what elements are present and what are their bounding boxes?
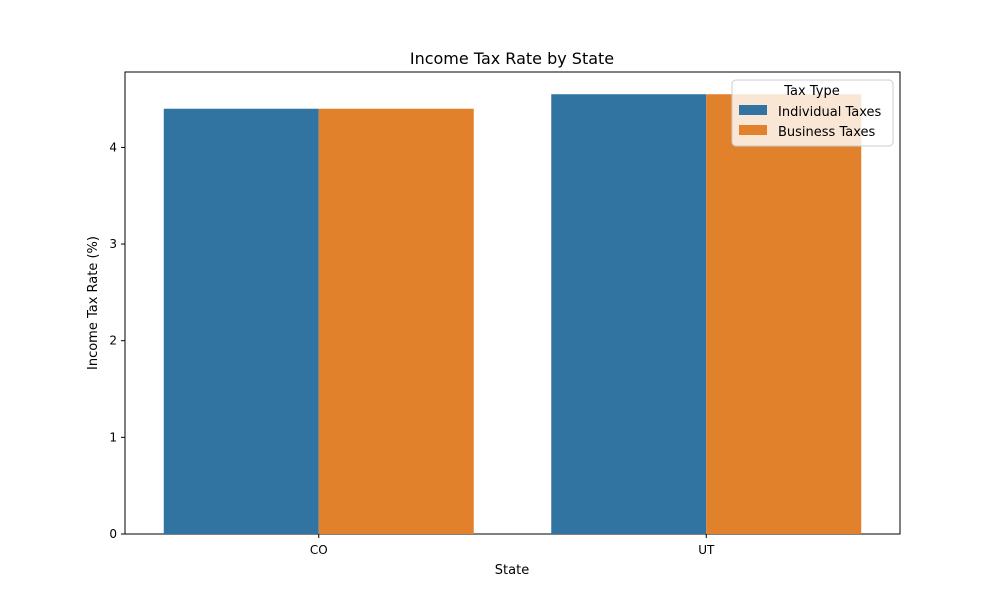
y-tick-label: 2 xyxy=(109,334,117,348)
legend-label-individual-taxes: Individual Taxes xyxy=(778,105,881,120)
bar-individual-taxes-co xyxy=(163,108,319,535)
legend: Tax Type Individual Taxes Business Taxes xyxy=(731,79,894,147)
y-tick-label: 1 xyxy=(109,430,117,444)
chart-title: Income Tax Rate by State xyxy=(410,49,614,68)
y-tick-label: 0 xyxy=(109,527,117,541)
y-axis: 0 1 2 3 4 xyxy=(109,140,125,541)
y-tick-label: 4 xyxy=(109,140,117,154)
bar-business-taxes-ut xyxy=(706,94,862,534)
x-axis-label: State xyxy=(495,563,529,578)
legend-box xyxy=(731,79,894,147)
bars-layer xyxy=(163,94,862,535)
x-tick-label-co: CO xyxy=(310,543,328,557)
legend-swatch-business-taxes xyxy=(739,125,767,135)
legend-swatch-individual-taxes xyxy=(739,105,767,115)
legend-title: Tax Type xyxy=(783,84,839,99)
bar-individual-taxes-ut xyxy=(551,94,707,534)
legend-label-business-taxes: Business Taxes xyxy=(778,125,876,140)
y-tick-label: 3 xyxy=(109,237,117,251)
bar-business-taxes-co xyxy=(318,108,474,535)
plot-frame xyxy=(124,71,901,535)
x-axis: CO UT xyxy=(310,534,715,557)
x-tick-label-ut: UT xyxy=(698,543,715,557)
y-axis-label: Income Tax Rate (%) xyxy=(86,236,101,370)
